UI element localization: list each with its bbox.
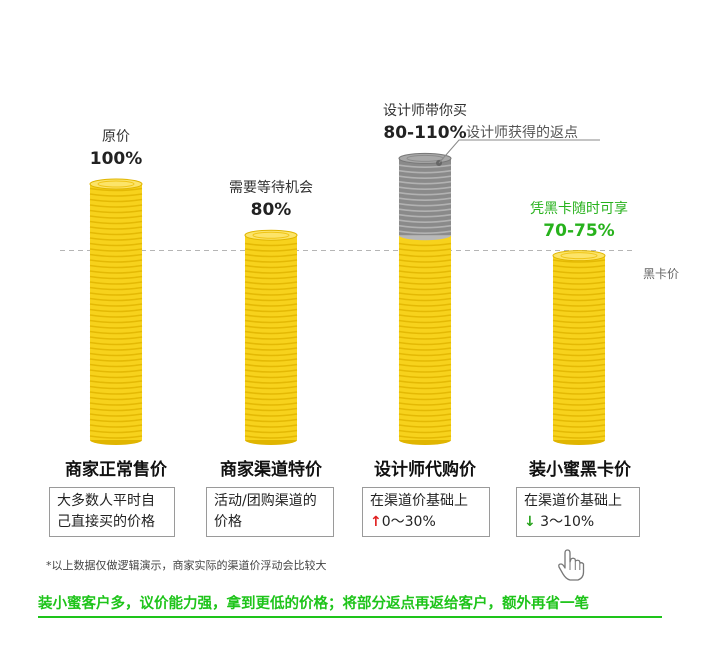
bar-label: 原价 xyxy=(102,129,130,145)
category-label-regular: 商家正常售价 xyxy=(65,460,167,480)
category-label-blackcard: 装小蜜黑卡价 xyxy=(529,460,631,480)
bar-annotation-2: 设计师带你买 80-110% xyxy=(345,102,505,144)
description-box-blackcard: 在渠道价基础上 ↓ 3～10% xyxy=(516,487,640,537)
coin-stack-chart xyxy=(60,139,636,445)
bar-percent-label: 80% xyxy=(250,200,292,221)
category-label-channel: 商家渠道特价 xyxy=(220,460,322,480)
bar-percent-label: 100% xyxy=(89,149,143,169)
footnote: *以上数据仅做逻辑演示，商家实际的渠道价浮动会比较大 xyxy=(46,559,327,572)
hand-pointer-icon xyxy=(558,549,585,581)
range-text: 3～10% xyxy=(535,514,595,530)
range-text: 0～30% xyxy=(381,514,436,530)
description-line: ↑0～30% xyxy=(370,512,482,533)
description-line: 己直接买的价格 xyxy=(57,514,155,530)
description-line: 在渠道价基础上 xyxy=(524,493,622,509)
bar-percent-label: 70-75% xyxy=(543,220,615,241)
description-box-channel: 活动/团购渠道的 价格 xyxy=(206,487,334,537)
coin-stack-3 xyxy=(552,250,606,445)
coin-stack-rebate-2 xyxy=(398,152,452,241)
callout-label: 设计师获得的返点 xyxy=(466,125,578,141)
tagline-underline xyxy=(38,616,662,618)
bar-annotation-1: 需要等待机会 80% xyxy=(191,179,351,221)
bar-annotation-3: 凭黑卡随时可享 70-75% xyxy=(499,200,659,242)
coin-stack-1 xyxy=(244,229,298,445)
bar-annotation-0: 原价 100% xyxy=(36,128,196,170)
description-line: 在渠道价基础上 xyxy=(370,493,468,509)
category-label-designer: 设计师代购价 xyxy=(374,460,476,480)
description-line: 大多数人平时自 xyxy=(57,493,155,509)
description-line: ↓ 3～10% xyxy=(524,512,632,533)
tagline: 装小蜜客户多，议价能力强，拿到更低的价格；将部分返点再返给客户，额外再省一笔 xyxy=(38,596,589,612)
bar-percent-label: 80-110% xyxy=(383,123,467,144)
coin-stack-2 xyxy=(398,235,452,445)
bar-label: 需要等待机会 xyxy=(229,180,313,197)
description-line: 活动/团购渠道的 xyxy=(214,493,317,509)
description-box-regular: 大多数人平时自 己直接买的价格 xyxy=(49,487,175,537)
coin-stack-0 xyxy=(89,178,143,445)
bar-label: 凭黑卡随时可享 xyxy=(530,200,628,217)
bar-label: 设计师带你买 xyxy=(383,103,467,120)
callout-leader-line xyxy=(438,139,600,164)
reference-line-label: 黑卡价 xyxy=(643,267,680,281)
description-box-designer: 在渠道价基础上 ↑0～30% xyxy=(362,487,490,537)
arrow-down-icon: ↓ xyxy=(524,514,536,530)
description-line: 价格 xyxy=(214,514,242,530)
arrow-up-icon: ↑ xyxy=(370,514,382,530)
